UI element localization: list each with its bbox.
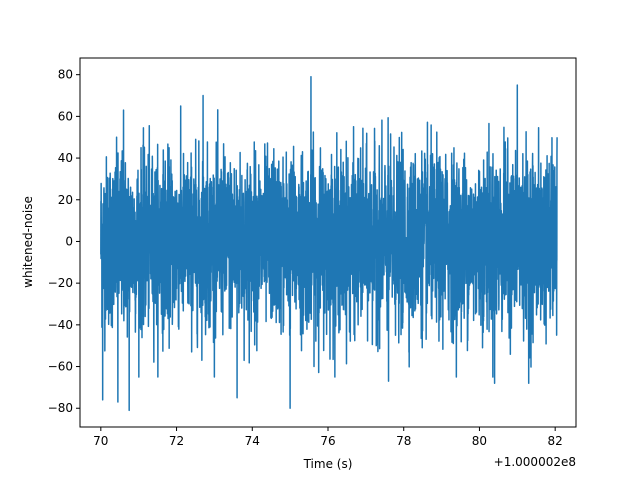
y-tick-label: −80 [48, 401, 73, 415]
x-axis-label: Time (s) [303, 457, 353, 471]
y-tick-label: 20 [58, 193, 73, 207]
x-tick-label: 82 [548, 434, 563, 448]
y-tick-label: −20 [48, 276, 73, 290]
y-tick-label: 80 [58, 68, 73, 82]
y-axis-ticks: −80 −60 −40 −20 0 20 40 60 80 [48, 68, 80, 415]
x-tick-label: 72 [169, 434, 184, 448]
y-tick-label: 60 [58, 109, 73, 123]
x-tick-label: 76 [320, 434, 335, 448]
signal-series [100, 76, 558, 412]
x-axis-offset-label: +1.000002e8 [494, 455, 576, 469]
y-tick-label: −60 [48, 360, 73, 374]
x-tick-label: 80 [472, 434, 487, 448]
x-axis-ticks: 70 72 74 76 78 80 82 [93, 427, 563, 448]
y-axis-label: whitened-noise [21, 196, 35, 288]
x-tick-label: 70 [93, 434, 108, 448]
y-tick-label: −40 [48, 318, 73, 332]
signal-line [100, 76, 558, 412]
x-tick-label: 78 [396, 434, 411, 448]
x-tick-label: 74 [245, 434, 260, 448]
y-tick-label: 0 [65, 234, 73, 248]
y-tick-label: 40 [58, 151, 73, 165]
